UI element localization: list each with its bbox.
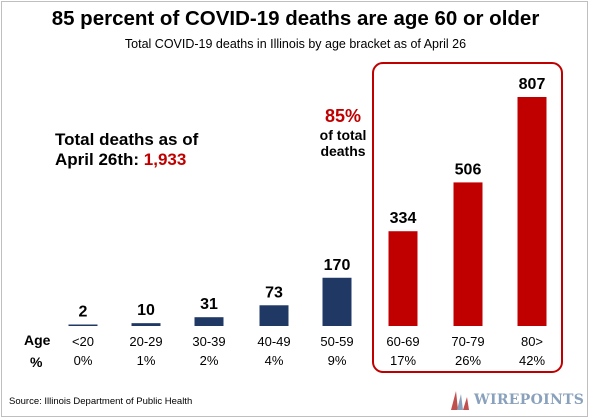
share-annotation-value: 85% (324, 106, 362, 126)
wirepoints-logo-text: WIREPOINTS (474, 392, 585, 408)
category-label: 20-29 (129, 334, 162, 349)
bar (517, 97, 547, 326)
bar (68, 324, 98, 326)
bar (259, 305, 289, 326)
bar-value-label: 31 (200, 296, 218, 313)
total-deaths-value: 1,933 (143, 150, 187, 169)
bar-value-label: 10 (137, 302, 155, 319)
total-deaths-line2: April 26th: 1,933 (55, 150, 198, 170)
bar (453, 182, 483, 326)
percent-label: 0% (74, 353, 93, 368)
percent-label: 17% (390, 353, 416, 368)
bar (322, 277, 352, 326)
percent-label: 26% (455, 353, 481, 368)
category-label: <20 (72, 334, 94, 349)
share-annotation: 85% of total deaths (293, 105, 393, 159)
bar (131, 323, 161, 326)
chart-title: 85 percent of COVID-19 deaths are age 60… (51, 7, 540, 30)
percent-row-label: % (30, 354, 43, 370)
bar (388, 231, 418, 326)
percent-label: 2% (200, 353, 219, 368)
percent-label: 9% (328, 353, 347, 368)
category-label: 70-79 (451, 334, 484, 349)
percent-label: 42% (519, 353, 545, 368)
category-label: 30-39 (192, 334, 225, 349)
total-deaths-date: April 26th: (55, 150, 140, 169)
category-label: 40-49 (257, 334, 290, 349)
bar-value-label: 334 (390, 210, 417, 227)
category-label: 80> (521, 334, 543, 349)
wirepoints-logo: WIREPOINTS (448, 388, 585, 412)
total-deaths-line1: Total deaths as of (55, 130, 199, 149)
bar-value-label: 73 (265, 284, 283, 301)
percent-label: 1% (137, 353, 156, 368)
source-note: Source: Illinois Department of Public He… (9, 396, 193, 407)
bar-value-label: 807 (519, 76, 546, 93)
highlight-box (372, 62, 563, 373)
percent-label: 4% (265, 353, 284, 368)
share-annotation-line1: of total (319, 127, 367, 143)
age-row-label: Age (24, 332, 51, 348)
total-deaths-label: Total deaths as of April 26th: 1,933 (55, 130, 198, 170)
wirepoints-logo-icon (451, 391, 469, 410)
bar (194, 317, 224, 326)
bar-value-label: 506 (455, 161, 482, 178)
bar-value-label: 2 (79, 304, 88, 321)
share-annotation-line2: deaths (320, 143, 366, 159)
bar-value-label: 170 (324, 257, 351, 274)
chart-subtitle: Total COVID-19 deaths in Illinois by age… (124, 37, 467, 51)
category-label: 60-69 (386, 334, 419, 349)
category-label: 50-59 (320, 334, 353, 349)
